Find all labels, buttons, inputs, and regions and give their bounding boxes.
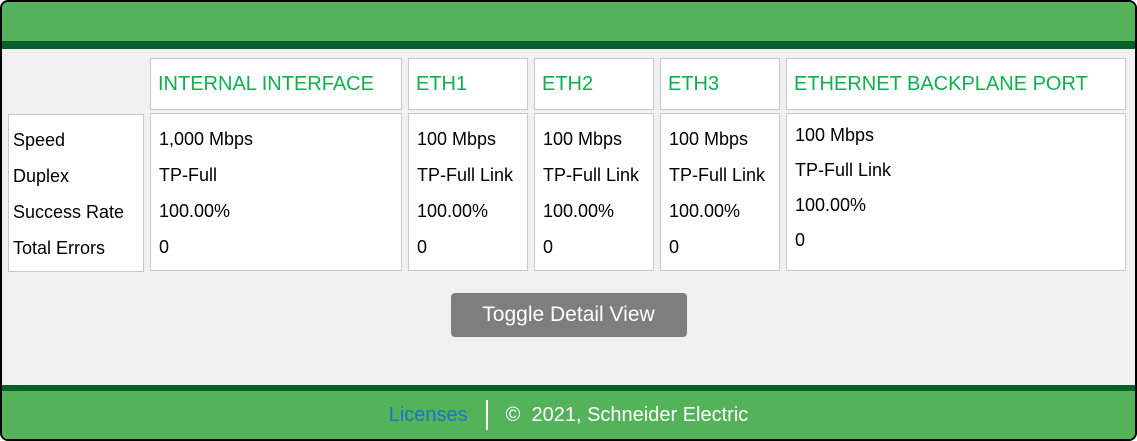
copyright-text: © 2021, Schneider Electric bbox=[505, 403, 749, 426]
column-values-eth3: 100 Mbps TP-Full Link 100.00% 0 bbox=[660, 113, 780, 271]
backplane-success-rate-value: 100.00% bbox=[795, 195, 867, 215]
footer-vertical-divider bbox=[485, 400, 488, 430]
row-labels-column: Speed Duplex Success Rate Total Errors bbox=[8, 114, 144, 272]
eth3-duplex-value: TP-Full Link bbox=[669, 165, 766, 185]
licenses-link[interactable]: Licenses bbox=[388, 403, 468, 426]
backplane-duplex-value: TP-Full Link bbox=[795, 160, 892, 180]
column-header-eth2: ETH2 bbox=[534, 58, 654, 110]
row-label-duplex: Duplex bbox=[13, 166, 70, 186]
eth3-total-errors-value: 0 bbox=[669, 237, 680, 257]
row-labels-box: Speed Duplex Success Rate Total Errors bbox=[8, 114, 144, 272]
column-values-eth2: 100 Mbps TP-Full Link 100.00% 0 bbox=[534, 113, 654, 271]
column-eth2: ETH2 100 Mbps TP-Full Link 100.00% 0 bbox=[534, 58, 654, 271]
internal-speed-value: 1,000 Mbps bbox=[159, 129, 254, 149]
eth2-total-errors-value: 0 bbox=[543, 237, 554, 257]
row-label-success-rate: Success Rate bbox=[13, 202, 125, 222]
internal-duplex-value: TP-Full bbox=[159, 165, 217, 185]
column-values-eth1: 100 Mbps TP-Full Link 100.00% 0 bbox=[408, 113, 528, 271]
eth1-duplex-value: TP-Full Link bbox=[417, 165, 514, 185]
button-row: Toggle Detail View bbox=[2, 293, 1135, 337]
column-eth3: ETH3 100 Mbps TP-Full Link 100.00% 0 bbox=[660, 58, 780, 271]
column-eth1: ETH1 100 Mbps TP-Full Link 100.00% 0 bbox=[408, 58, 528, 271]
header-banner bbox=[2, 2, 1135, 41]
header-divider-strip bbox=[2, 41, 1135, 49]
column-values-internal-interface: 1,000 Mbps TP-Full 100.00% 0 bbox=[150, 113, 402, 271]
eth3-speed-value: 100 Mbps bbox=[669, 129, 749, 149]
footer-bar: Licenses © 2021, Schneider Electric bbox=[2, 391, 1135, 439]
backplane-speed-value: 100 Mbps bbox=[795, 125, 875, 145]
eth1-speed-value: 100 Mbps bbox=[417, 129, 497, 149]
column-header-eth1: ETH1 bbox=[408, 58, 528, 110]
row-label-speed: Speed bbox=[13, 130, 66, 150]
toggle-detail-view-button[interactable]: Toggle Detail View bbox=[450, 293, 687, 337]
column-ethernet-backplane-port: ETHERNET BACKPLANE PORT 100 Mbps TP-Full… bbox=[786, 58, 1126, 271]
internal-total-errors-value: 0 bbox=[159, 237, 170, 257]
column-internal-interface: INTERNAL INTERFACE 1,000 Mbps TP-Full 10… bbox=[150, 58, 402, 271]
internal-success-rate-value: 100.00% bbox=[159, 201, 231, 221]
interface-status-table: Speed Duplex Success Rate Total Errors I… bbox=[2, 49, 1135, 272]
diagnostics-content: Speed Duplex Success Rate Total Errors I… bbox=[2, 49, 1135, 385]
eth2-success-rate-value: 100.00% bbox=[543, 201, 615, 221]
column-header-eth3: ETH3 bbox=[660, 58, 780, 110]
eth2-duplex-value: TP-Full Link bbox=[543, 165, 640, 185]
row-label-total-errors: Total Errors bbox=[13, 238, 106, 258]
eth3-success-rate-value: 100.00% bbox=[669, 201, 741, 221]
column-header-ethernet-backplane-port: ETHERNET BACKPLANE PORT bbox=[786, 58, 1126, 110]
column-values-ethernet-backplane-port: 100 Mbps TP-Full Link 100.00% 0 bbox=[786, 113, 1126, 271]
column-header-internal-interface: INTERNAL INTERFACE bbox=[150, 58, 402, 110]
footer-divider-strip bbox=[2, 385, 1135, 391]
eth1-success-rate-value: 100.00% bbox=[417, 201, 489, 221]
eth1-total-errors-value: 0 bbox=[417, 237, 428, 257]
backplane-total-errors-value: 0 bbox=[795, 230, 806, 250]
eth2-speed-value: 100 Mbps bbox=[543, 129, 623, 149]
